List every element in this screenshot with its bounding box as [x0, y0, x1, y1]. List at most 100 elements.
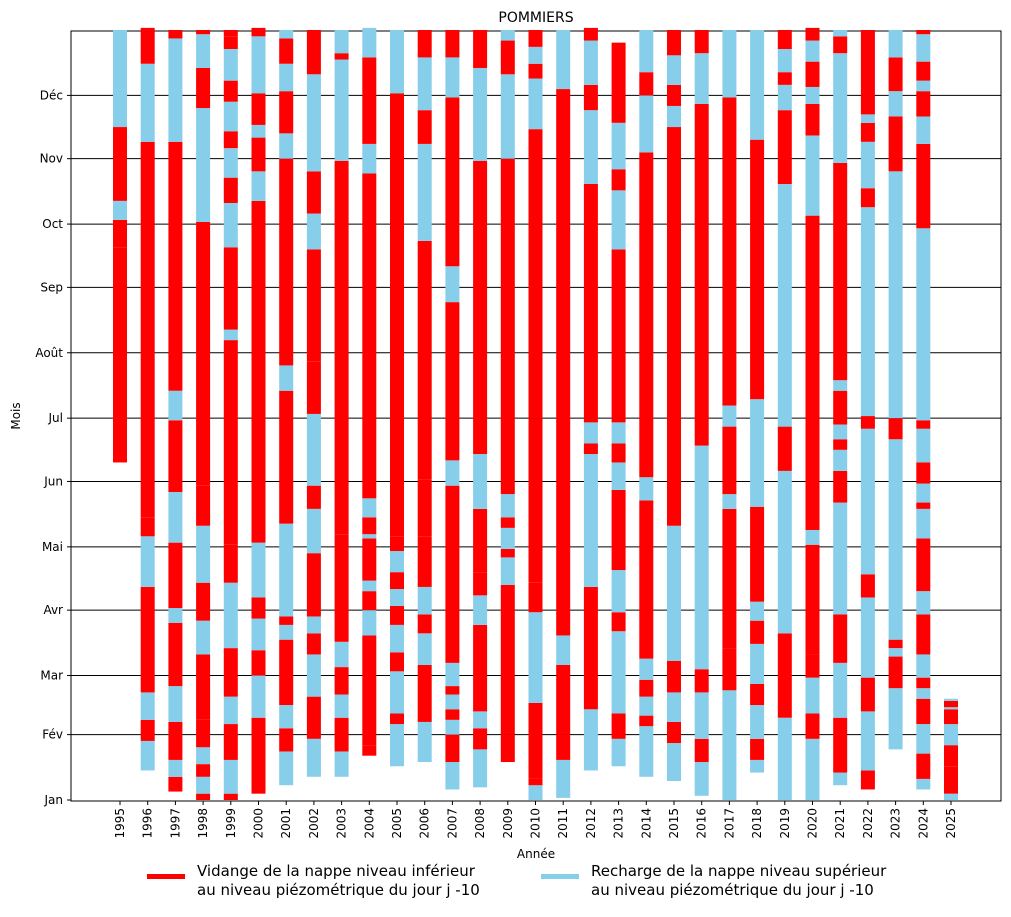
x-tick-label-2020: 2020 — [806, 808, 820, 839]
bar-2012-seg-7 — [583, 84, 598, 111]
bar-2009-seg-7 — [500, 158, 515, 495]
bar-2000-seg-11 — [251, 36, 266, 94]
bar-2020-seg-12 — [805, 27, 820, 41]
bar-2002-seg-6 — [306, 508, 321, 554]
bar-1999-seg-11 — [223, 177, 238, 203]
bar-2022-seg-1 — [860, 711, 875, 771]
bar-2007-seg-11 — [445, 97, 460, 267]
x-tick-label-1998: 1998 — [196, 808, 210, 839]
bar-2016-seg-6 — [694, 53, 709, 104]
bar-2017-seg-4 — [722, 426, 737, 495]
bar-2018-seg-1 — [750, 738, 765, 760]
bar-2009-seg-2 — [500, 557, 515, 585]
bar-2001-seg-14 — [279, 30, 294, 39]
bar-2007-seg-10 — [445, 266, 460, 303]
bar-2005-seg-0 — [390, 724, 404, 767]
x-tick-label-2017: 2017 — [722, 808, 736, 839]
bar-2010-seg-2 — [528, 702, 543, 779]
bar-2020-seg-9 — [805, 86, 820, 104]
bar-2011-seg-5 — [556, 30, 571, 90]
bar-2024-seg-12 — [916, 483, 931, 503]
bar-2008-seg-6 — [473, 508, 488, 573]
bar-1999-seg-16 — [223, 48, 238, 81]
bar-2008-seg-7 — [473, 454, 488, 509]
bar-2018-seg-4 — [750, 643, 765, 684]
bar-1997-seg-6 — [168, 542, 183, 609]
bar-2025-seg-5 — [944, 707, 958, 710]
bar-2004-seg-2 — [362, 610, 377, 636]
bar-2010-seg-0 — [528, 785, 543, 800]
bar-2024-seg-5 — [916, 677, 931, 689]
bar-2005-seg-2 — [390, 671, 404, 714]
bar-1999-seg-18 — [223, 30, 238, 37]
bar-2015-seg-1 — [667, 721, 681, 744]
bar-2010-seg-10 — [528, 30, 543, 47]
bar-2013-seg-8 — [611, 422, 626, 444]
bar-2006-seg-1 — [417, 664, 432, 722]
bar-2012-seg-6 — [583, 110, 598, 184]
bar-2021-seg-8 — [833, 424, 848, 440]
bar-1998-seg-0 — [196, 793, 211, 800]
bar-2005-seg-9 — [390, 536, 404, 552]
y-tick-label-Avr: Avr — [43, 603, 63, 617]
bar-2010-seg-8 — [528, 63, 543, 79]
bar-1996-seg-0 — [140, 740, 155, 771]
bar-2014-seg-0 — [639, 726, 654, 777]
bar-2003-seg-2 — [334, 694, 349, 718]
bar-2006-seg-8 — [417, 143, 432, 241]
bar-2002-seg-7 — [306, 485, 321, 509]
bar-2025-seg-1 — [944, 766, 958, 794]
bar-2015-seg-9 — [667, 30, 681, 56]
bar-2011-seg-4 — [556, 89, 571, 636]
bar-2020-seg-8 — [805, 103, 820, 136]
bar-2012-seg-0 — [583, 709, 598, 771]
y-tick-label-Mar: Mar — [40, 669, 63, 683]
bar-2008-seg-9 — [473, 67, 488, 161]
bar-1998-seg-14 — [196, 30, 211, 35]
y-tick-label-Sep: Sep — [40, 280, 63, 294]
x-tick-label-1996: 1996 — [141, 808, 155, 839]
bar-2006-seg-5 — [417, 536, 432, 587]
bar-2007-seg-4 — [445, 694, 460, 710]
bar-2013-seg-7 — [611, 443, 626, 463]
bar-1997-seg-11 — [168, 38, 183, 142]
bar-2002-seg-9 — [306, 361, 321, 414]
bar-1999-seg-12 — [223, 148, 238, 178]
bar-2020-seg-1 — [805, 713, 820, 739]
bar-2018-seg-7 — [750, 506, 765, 602]
bar-2013-seg-3 — [611, 612, 626, 632]
x-axis: 1995 1996 1997 1998 1999 2000 2001 2002 2003 2004… — [113, 801, 958, 839]
bar-2003-seg-8 — [334, 59, 349, 161]
bar-2015-seg-7 — [667, 84, 681, 106]
bar-2022-seg-3 — [860, 597, 875, 678]
bar-2018-seg-0 — [750, 759, 765, 773]
bar-2024-seg-14 — [916, 428, 931, 463]
bar-2025-seg-4 — [944, 709, 958, 725]
bar-2018-seg-3 — [750, 683, 765, 706]
bar-2017-seg-3 — [722, 494, 737, 509]
bar-1997-seg-4 — [168, 622, 183, 687]
bar-2018-seg-8 — [750, 399, 765, 507]
bar-2024-seg-21 — [916, 61, 931, 81]
bar-2000-seg-4 — [251, 597, 266, 619]
bar-2012-seg-9 — [583, 27, 598, 41]
bar-2004-seg-6 — [362, 534, 377, 539]
x-tick-label-2002: 2002 — [307, 808, 321, 839]
bar-2015-seg-3 — [667, 660, 681, 693]
y-tick-label-Jan: Jan — [44, 793, 64, 807]
bar-2000-seg-7 — [251, 171, 266, 201]
bar-2021-seg-11 — [833, 162, 848, 381]
bar-2008-seg-0 — [473, 749, 488, 788]
y-tick-label-Déc: Déc — [40, 88, 63, 102]
bar-2021-seg-10 — [833, 380, 848, 391]
bar-2004-seg-10 — [362, 143, 377, 174]
bar-2011-seg-1 — [556, 734, 571, 760]
bar-1996-seg-4 — [140, 536, 155, 587]
bar-2010-seg-4 — [528, 582, 543, 613]
bar-1997-seg-7 — [168, 492, 183, 543]
bar-2006-seg-2 — [417, 633, 432, 665]
bar-2024-seg-9 — [916, 538, 931, 592]
bar-1999-seg-1 — [223, 759, 238, 794]
bar-2019-seg-9 — [777, 30, 792, 49]
bar-2001-seg-9 — [279, 158, 294, 366]
